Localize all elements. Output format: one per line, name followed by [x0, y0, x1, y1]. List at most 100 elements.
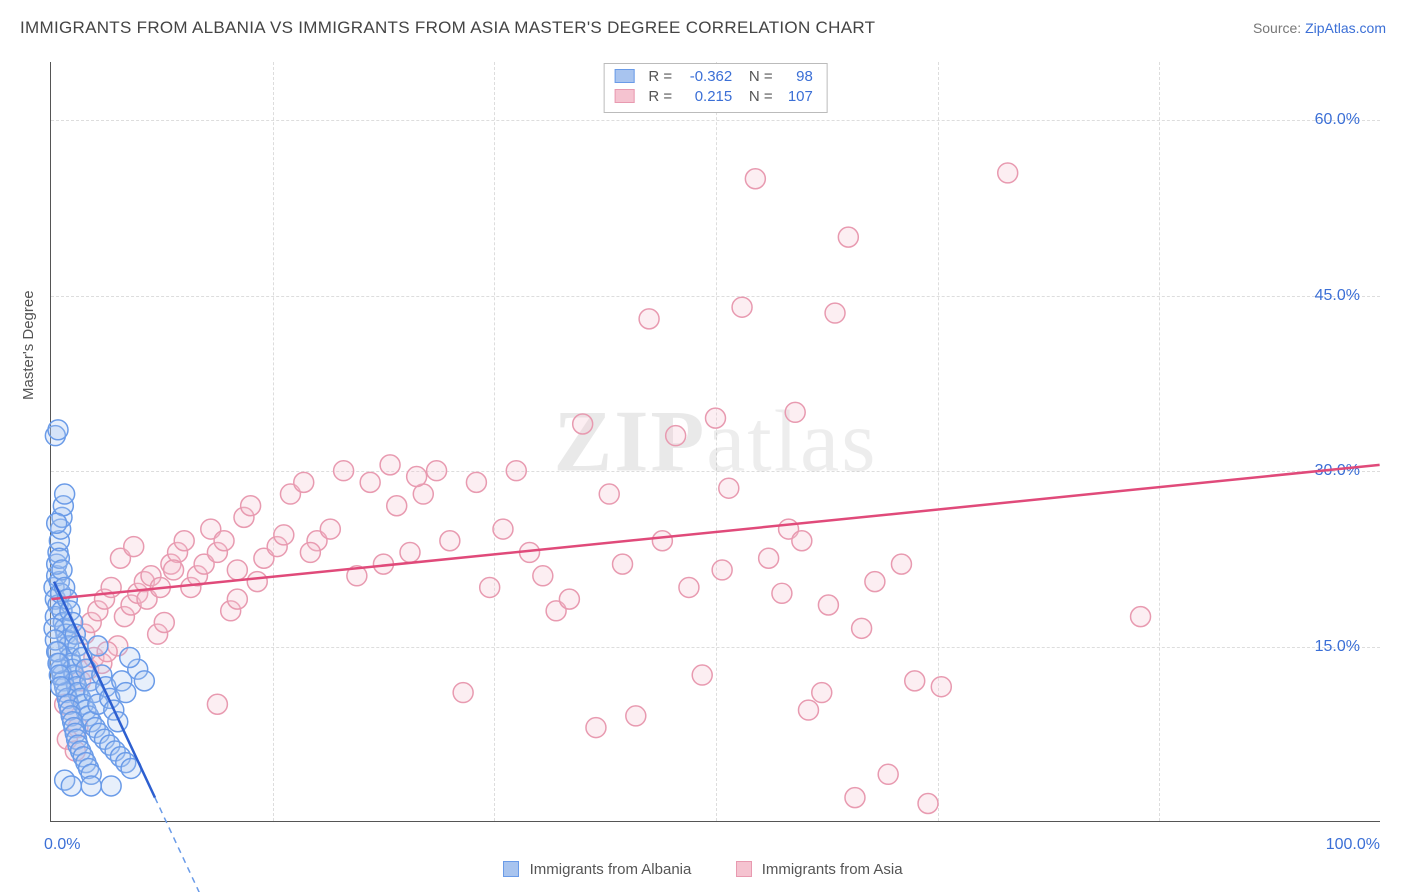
data-point — [334, 461, 354, 481]
data-point — [818, 595, 838, 615]
source-link[interactable]: ZipAtlas.com — [1305, 20, 1386, 36]
data-point — [891, 554, 911, 574]
n-value-asia: 107 — [777, 87, 813, 107]
stats-swatch-asia — [614, 89, 634, 103]
data-point — [108, 712, 128, 732]
r-value-asia: 0.215 — [676, 87, 732, 107]
data-point — [706, 408, 726, 428]
legend-item-albania: Immigrants from Albania — [503, 861, 695, 878]
data-point — [812, 683, 832, 703]
data-point — [294, 472, 314, 492]
legend-swatch-albania — [503, 861, 519, 877]
data-point — [533, 566, 553, 586]
data-point — [164, 560, 184, 580]
data-point — [227, 589, 247, 609]
chart-title: IMMIGRANTS FROM ALBANIA VS IMMIGRANTS FR… — [20, 18, 875, 38]
r-label: R = — [648, 88, 672, 105]
data-point — [300, 542, 320, 562]
data-point — [639, 309, 659, 329]
scatter-svg — [51, 62, 1380, 821]
data-point — [613, 554, 633, 574]
n-label: N = — [749, 68, 773, 85]
chart-plot-area: ZIPatlas R = -0.362 N = 98 R = 0.215 N =… — [50, 62, 1380, 822]
data-point — [214, 531, 234, 551]
data-point — [387, 496, 407, 516]
data-point — [274, 525, 294, 545]
data-point — [120, 648, 140, 668]
data-point — [1131, 607, 1151, 627]
data-point — [878, 764, 898, 784]
data-point — [745, 169, 765, 189]
data-point — [427, 461, 447, 481]
data-point — [679, 577, 699, 597]
legend-label-albania: Immigrants from Albania — [530, 861, 692, 878]
data-point — [666, 426, 686, 446]
data-point — [732, 297, 752, 317]
data-point — [400, 542, 420, 562]
data-point — [692, 665, 712, 685]
data-point — [759, 548, 779, 568]
data-point — [55, 484, 75, 504]
data-point — [865, 572, 885, 592]
data-point — [453, 683, 473, 703]
data-point — [227, 560, 247, 580]
source-label: Source: — [1253, 20, 1305, 36]
legend-item-asia: Immigrants from Asia — [736, 861, 903, 878]
data-point — [380, 455, 400, 475]
data-point — [48, 420, 68, 440]
data-point — [320, 519, 340, 539]
data-point — [506, 461, 526, 481]
data-point — [772, 583, 792, 603]
data-point — [905, 671, 925, 691]
data-point — [360, 472, 380, 492]
data-point — [241, 496, 261, 516]
y-axis-label: Master's Degree — [20, 290, 37, 400]
data-point — [154, 613, 174, 633]
data-point — [440, 531, 460, 551]
legend-swatch-asia — [736, 861, 752, 877]
data-point — [61, 776, 81, 796]
data-point — [652, 531, 672, 551]
data-point — [573, 414, 593, 434]
legend: Immigrants from Albania Immigrants from … — [0, 861, 1406, 878]
data-point — [785, 402, 805, 422]
data-point — [116, 683, 136, 703]
source-attribution: Source: ZipAtlas.com — [1253, 20, 1386, 36]
data-point — [207, 694, 227, 714]
stats-row-asia: R = 0.215 N = 107 — [614, 87, 813, 107]
r-value-albania: -0.362 — [676, 67, 732, 87]
data-point — [852, 618, 872, 638]
data-point — [712, 560, 732, 580]
data-point — [480, 577, 500, 597]
stats-row-albania: R = -0.362 N = 98 — [614, 67, 813, 87]
n-label: N = — [749, 88, 773, 105]
data-point — [719, 478, 739, 498]
data-point — [838, 227, 858, 247]
r-label: R = — [648, 68, 672, 85]
data-point — [931, 677, 951, 697]
data-point — [124, 537, 144, 557]
data-point — [626, 706, 646, 726]
data-point — [81, 776, 101, 796]
data-point — [134, 671, 154, 691]
data-point — [798, 700, 818, 720]
data-point — [174, 531, 194, 551]
data-point — [845, 788, 865, 808]
data-point — [792, 531, 812, 551]
correlation-stats-box: R = -0.362 N = 98 R = 0.215 N = 107 — [603, 63, 828, 113]
data-point — [918, 793, 938, 813]
stats-swatch-albania — [614, 69, 634, 83]
data-point — [407, 467, 427, 487]
data-point — [51, 677, 71, 697]
data-point — [247, 572, 267, 592]
x-tick-max: 100.0% — [1326, 836, 1380, 854]
legend-label-asia: Immigrants from Asia — [762, 861, 903, 878]
data-point — [559, 589, 579, 609]
data-point — [466, 472, 486, 492]
trend-line — [51, 465, 1379, 599]
data-point — [998, 163, 1018, 183]
data-point — [47, 513, 67, 533]
data-point — [586, 718, 606, 738]
data-point — [101, 776, 121, 796]
data-point — [825, 303, 845, 323]
